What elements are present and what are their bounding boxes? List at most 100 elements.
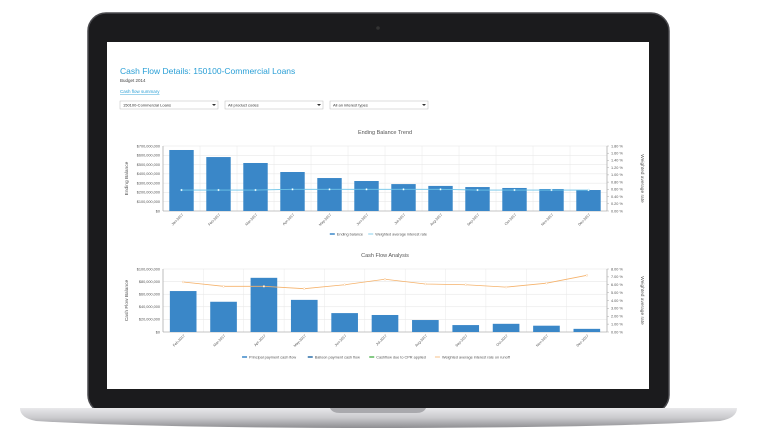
bar [169, 149, 194, 211]
y2-tick-label: 1.00 % [611, 322, 623, 326]
y2-tick-label: 1.40 % [611, 159, 623, 163]
line-point [439, 188, 442, 191]
dropdown-box[interactable] [224, 100, 324, 110]
dropdown-text[interactable]: All product codes [228, 103, 259, 108]
y-tick-label: $100,000,000 [137, 267, 160, 271]
line-point [585, 274, 588, 277]
y2-tick-label: 6.00 % [611, 283, 623, 287]
y2-tick-label: 1.20 % [611, 166, 623, 170]
bar [576, 190, 601, 211]
dropdown-text[interactable]: All an interest types [333, 103, 368, 108]
y-tick-label: $0 [156, 209, 160, 213]
dropdown-box[interactable] [119, 100, 219, 110]
y2-tick-label: 5.00 % [611, 291, 623, 295]
dropdown-caret[interactable] [212, 104, 216, 106]
line-point [504, 285, 508, 289]
bar [533, 325, 560, 332]
legend-label[interactable]: Weighted average interest rate [375, 232, 427, 236]
bar [206, 157, 231, 211]
line-point [262, 285, 266, 288]
y-tick-label: $20,000,000 [139, 318, 160, 322]
y-tick-label: $200,000,000 [137, 191, 160, 195]
legend-label[interactable]: Ending balance [337, 232, 363, 236]
legend-label[interactable]: Balloon payment cash flow [315, 355, 360, 359]
line-point [545, 282, 548, 285]
dropdown-box[interactable] [329, 100, 429, 110]
line-point [476, 188, 479, 192]
page-subtitle: Budget 2014 [120, 78, 146, 83]
bar [210, 301, 237, 332]
dropdown-text[interactable]: 150100-Commercial Loans [123, 103, 171, 108]
bar [412, 320, 439, 332]
y2-tick-label: 0.80 % [611, 180, 623, 184]
y-axis-label: Cash Flow Balance [124, 280, 130, 322]
line-point [254, 188, 257, 192]
legend-label[interactable]: Cashflow due to CPR applied [376, 355, 426, 359]
line-point [217, 188, 220, 192]
legend-label[interactable]: Weighted average interest rate on runoff [442, 355, 511, 359]
line-point [291, 188, 294, 191]
dropdown-caret[interactable] [422, 104, 426, 106]
dropdown-caret[interactable] [317, 104, 321, 106]
y2-tick-label: 0.60 % [611, 188, 623, 192]
bar [331, 313, 358, 332]
chart-title: Ending Balance Trend [358, 130, 412, 136]
bar [354, 181, 379, 211]
bar [243, 162, 268, 211]
legend-item[interactable]: Balloon payment cash flow [307, 355, 360, 359]
legend-item[interactable]: Weighted average interest rate on runoff [434, 355, 511, 359]
chart-title: Cash Flow Analysis [361, 253, 409, 259]
chart: Cash Flow Analysis $0 $20,000,000 $40,000,0… [124, 253, 645, 359]
line-point [383, 278, 387, 281]
y-tick-label: $500,000,000 [137, 163, 160, 167]
y2-axis-label: Weighted average rate [639, 276, 645, 325]
y2-axis-label: Weighted average rate [639, 154, 645, 203]
bar [391, 184, 416, 211]
dropdown[interactable]: All an interest types [329, 100, 429, 110]
legend-item[interactable]: Cashflow due to CPR applied [369, 355, 426, 359]
line-point [402, 188, 405, 191]
y-tick-label: $60,000,000 [139, 293, 160, 297]
line [181, 188, 589, 191]
y2-tick-label: 8.00 % [611, 267, 623, 271]
bar [371, 314, 399, 332]
bar [492, 323, 520, 332]
line-point [587, 188, 590, 192]
legend-label[interactable]: Principal payment cash flow [249, 355, 296, 359]
dropdown[interactable]: All product codes [224, 100, 324, 110]
line-point [550, 188, 553, 192]
bar [539, 188, 564, 211]
bar [452, 325, 480, 332]
y2-tick-label: 1.60 % [611, 152, 623, 156]
y2-tick-label: 0.20 % [611, 202, 623, 206]
bar [502, 187, 527, 211]
summary-link[interactable]: Cash flow summary [120, 89, 160, 94]
legend-item[interactable]: Ending balance [329, 232, 363, 236]
line-point [180, 188, 183, 192]
line-point [222, 285, 225, 288]
bar [169, 291, 197, 332]
y2-tick-label: 0.40 % [611, 195, 623, 199]
line-point [182, 280, 185, 284]
y-tick-label: $400,000,000 [137, 172, 160, 176]
dropdown[interactable]: 150100-Commercial Loans [119, 100, 219, 110]
charts: Ending Balance Trend $0 $100,000,000 $200,0… [124, 130, 645, 359]
y2-tick-label: 7.00 % [611, 275, 623, 279]
legend-item[interactable]: Principal payment cash flow [242, 355, 296, 359]
screen [107, 42, 649, 389]
bar [280, 172, 305, 211]
laptop-notch [330, 408, 426, 413]
line-point [365, 188, 368, 191]
y2-tick-label: 0.00 % [611, 330, 623, 334]
y-tick-label: $40,000,000 [139, 305, 160, 309]
bar [465, 187, 490, 211]
y-tick-label: $100,000,000 [137, 200, 160, 204]
line-point [303, 287, 306, 290]
y2-tick-label: 2.00 % [611, 315, 623, 319]
y-tick-label: $700,000,000 [137, 144, 160, 148]
line-point [328, 188, 331, 191]
legend-item[interactable]: Weighted average interest rate [368, 232, 427, 236]
line-point [343, 283, 346, 286]
